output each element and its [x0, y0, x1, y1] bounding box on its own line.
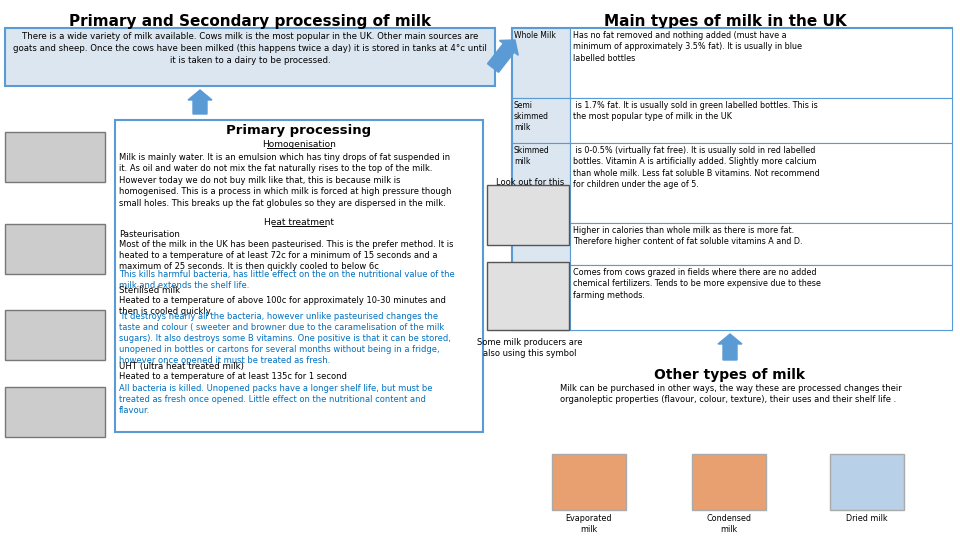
Text: Most of the milk in the UK has been pasteurised. This is the prefer method. It i: Most of the milk in the UK has been past… [119, 240, 453, 271]
Text: Look out for this
symbol on milk: Look out for this symbol on milk [496, 178, 564, 198]
FancyBboxPatch shape [512, 143, 570, 223]
Text: Higher in calories than whole milk as there is more fat.
Therefore higher conten: Higher in calories than whole milk as th… [573, 226, 803, 246]
FancyBboxPatch shape [570, 223, 952, 265]
FancyArrow shape [188, 90, 212, 114]
Text: Milk is mainly water. It is an emulsion which has tiny drops of fat suspended in: Milk is mainly water. It is an emulsion … [119, 153, 451, 208]
Text: There is a wide variety of milk available. Cows milk is the most popular in the : There is a wide variety of milk availabl… [13, 32, 487, 65]
FancyBboxPatch shape [552, 454, 626, 510]
FancyBboxPatch shape [5, 224, 105, 274]
FancyArrow shape [718, 334, 742, 360]
FancyBboxPatch shape [512, 28, 952, 330]
Text: Other types of milk: Other types of milk [655, 368, 805, 382]
Text: Skimmed
milk: Skimmed milk [514, 146, 550, 166]
Text: Channel
island milk: Channel island milk [514, 226, 556, 246]
FancyBboxPatch shape [570, 28, 952, 98]
FancyBboxPatch shape [487, 185, 569, 245]
FancyBboxPatch shape [570, 98, 952, 143]
FancyBboxPatch shape [830, 454, 904, 510]
FancyBboxPatch shape [5, 132, 105, 182]
Text: Milk can be purchased in other ways, the way these are processed changes their
o: Milk can be purchased in other ways, the… [560, 384, 901, 404]
FancyBboxPatch shape [5, 310, 105, 360]
Text: It destroys nearly all the bacteria, however unlike pasteurised changes the
tast: It destroys nearly all the bacteria, how… [119, 312, 451, 366]
Text: Semi
skimmed
milk: Semi skimmed milk [514, 101, 549, 132]
Text: Primary processing: Primary processing [227, 124, 372, 137]
Text: Some milk producers are
also using this symbol: Some milk producers are also using this … [477, 338, 583, 358]
FancyBboxPatch shape [512, 98, 570, 143]
Text: is 1.7% fat. It is usually sold in green labelled bottles. This is
the most popu: is 1.7% fat. It is usually sold in green… [573, 101, 818, 122]
Text: Organic milk: Organic milk [514, 268, 563, 277]
Text: Whole Milk: Whole Milk [514, 31, 556, 40]
Text: is 0-0.5% (virtually fat free). It is usually sold in red labelled
bottles. Vita: is 0-0.5% (virtually fat free). It is us… [573, 146, 820, 190]
FancyBboxPatch shape [487, 262, 569, 330]
FancyBboxPatch shape [115, 120, 483, 432]
Text: Condensed
milk: Condensed milk [707, 514, 752, 534]
Text: Homogenisation: Homogenisation [262, 140, 336, 149]
Text: Evaporated
milk: Evaporated milk [565, 514, 612, 534]
Text: Dried milk: Dried milk [846, 514, 888, 523]
Text: All bacteria is killed. Unopened packs have a longer shelf life, but must be
tre: All bacteria is killed. Unopened packs h… [119, 384, 433, 415]
FancyBboxPatch shape [512, 28, 570, 98]
Text: Sterilised milk: Sterilised milk [119, 286, 180, 295]
FancyBboxPatch shape [570, 265, 952, 330]
Text: Pasteurisation: Pasteurisation [119, 230, 180, 239]
FancyBboxPatch shape [692, 454, 766, 510]
Text: Has no fat removed and nothing added (must have a
minimum of approximately 3.5% : Has no fat removed and nothing added (mu… [573, 31, 802, 63]
FancyBboxPatch shape [512, 223, 570, 265]
Text: This kills harmful bacteria, has little effect on the on the nutritional value o: This kills harmful bacteria, has little … [119, 270, 455, 290]
FancyBboxPatch shape [512, 265, 570, 330]
Text: Heated to a temperature of above 100c for approximately 10-30 minutes and
then i: Heated to a temperature of above 100c fo… [119, 296, 445, 316]
Text: Comes from cows grazed in fields where there are no added
chemical fertilizers. : Comes from cows grazed in fields where t… [573, 268, 821, 300]
FancyArrow shape [488, 40, 518, 72]
Text: Main types of milk in the UK: Main types of milk in the UK [604, 14, 847, 29]
Text: Primary and Secondary processing of milk: Primary and Secondary processing of milk [69, 14, 431, 29]
FancyBboxPatch shape [570, 143, 952, 223]
FancyBboxPatch shape [5, 28, 495, 86]
Text: Heat treatment: Heat treatment [264, 218, 334, 227]
Text: Heated to a temperature of at least 135c for 1 second: Heated to a temperature of at least 135c… [119, 372, 347, 381]
FancyBboxPatch shape [5, 387, 105, 437]
Text: UHT (ultra heat treated milk): UHT (ultra heat treated milk) [119, 362, 244, 371]
